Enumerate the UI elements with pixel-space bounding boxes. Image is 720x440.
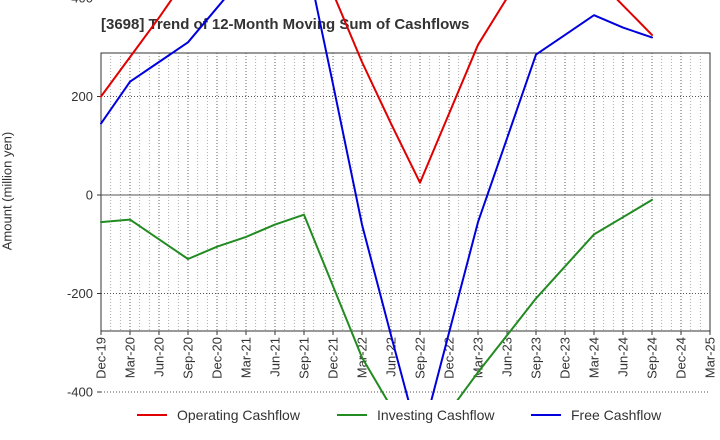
x-tick-label: Mar-20 <box>123 337 138 378</box>
x-tick-label: Jun-20 <box>152 337 167 377</box>
y-tick-label: 400 <box>71 0 93 6</box>
x-tick-label: Jun-21 <box>268 337 283 377</box>
series-line-operating-cashflow <box>100 0 653 184</box>
x-tick-label: Mar-25 <box>703 337 718 378</box>
x-tick-label: Sep-22 <box>413 337 428 379</box>
series-line-free-cashflow <box>100 0 653 400</box>
x-tick-label: Sep-24 <box>645 337 660 379</box>
legend-swatch-free-cashflow <box>531 414 561 416</box>
legend: Operating Cashflow Investing Cashflow Fr… <box>0 404 720 426</box>
x-tick-label: Dec-20 <box>210 337 225 379</box>
x-tick-label: Sep-21 <box>297 337 312 379</box>
x-tick-label: Mar-21 <box>239 337 254 378</box>
legend-label-operating-cashflow: Operating Cashflow <box>177 407 300 423</box>
x-tick-label: Jun-24 <box>616 337 631 377</box>
chart-title: [3698] Trend of 12-Month Moving Sum of C… <box>101 16 470 33</box>
legend-swatch-operating-cashflow <box>137 414 167 416</box>
x-tick-label: Mar-24 <box>587 337 602 378</box>
y-tick-label: -400 <box>67 385 93 400</box>
y-tick-label: 0 <box>86 188 93 203</box>
x-tick-label: Sep-23 <box>529 337 544 379</box>
legend-label-investing-cashflow: Investing Cashflow <box>377 407 495 423</box>
legend-swatch-investing-cashflow <box>337 414 367 416</box>
line-chart: -400 -200 0 200 400 Dec-19 Mar-20 Jun-20 Sep-20 D… <box>67 0 718 400</box>
x-tick-label: Dec-22 <box>442 337 457 379</box>
series-line-investing-cashflow <box>100 198 653 400</box>
x-tick-label: Dec-19 <box>94 337 109 379</box>
y-tick-label: 200 <box>71 89 93 104</box>
x-tick-label: Dec-24 <box>674 337 689 379</box>
x-tick-label: Jun-23 <box>500 337 515 377</box>
x-tick-label: Dec-23 <box>558 337 573 379</box>
x-tick-label: Sep-20 <box>181 337 196 379</box>
y-tick-label: -200 <box>67 286 93 301</box>
legend-item-investing-cashflow: Investing Cashflow <box>337 404 495 426</box>
legend-item-operating-cashflow: Operating Cashflow <box>137 404 300 426</box>
legend-item-free-cashflow: Free Cashflow <box>531 404 661 426</box>
x-tick-label: Dec-21 <box>326 337 341 379</box>
plot-area <box>100 52 711 332</box>
legend-label-free-cashflow: Free Cashflow <box>571 407 662 423</box>
